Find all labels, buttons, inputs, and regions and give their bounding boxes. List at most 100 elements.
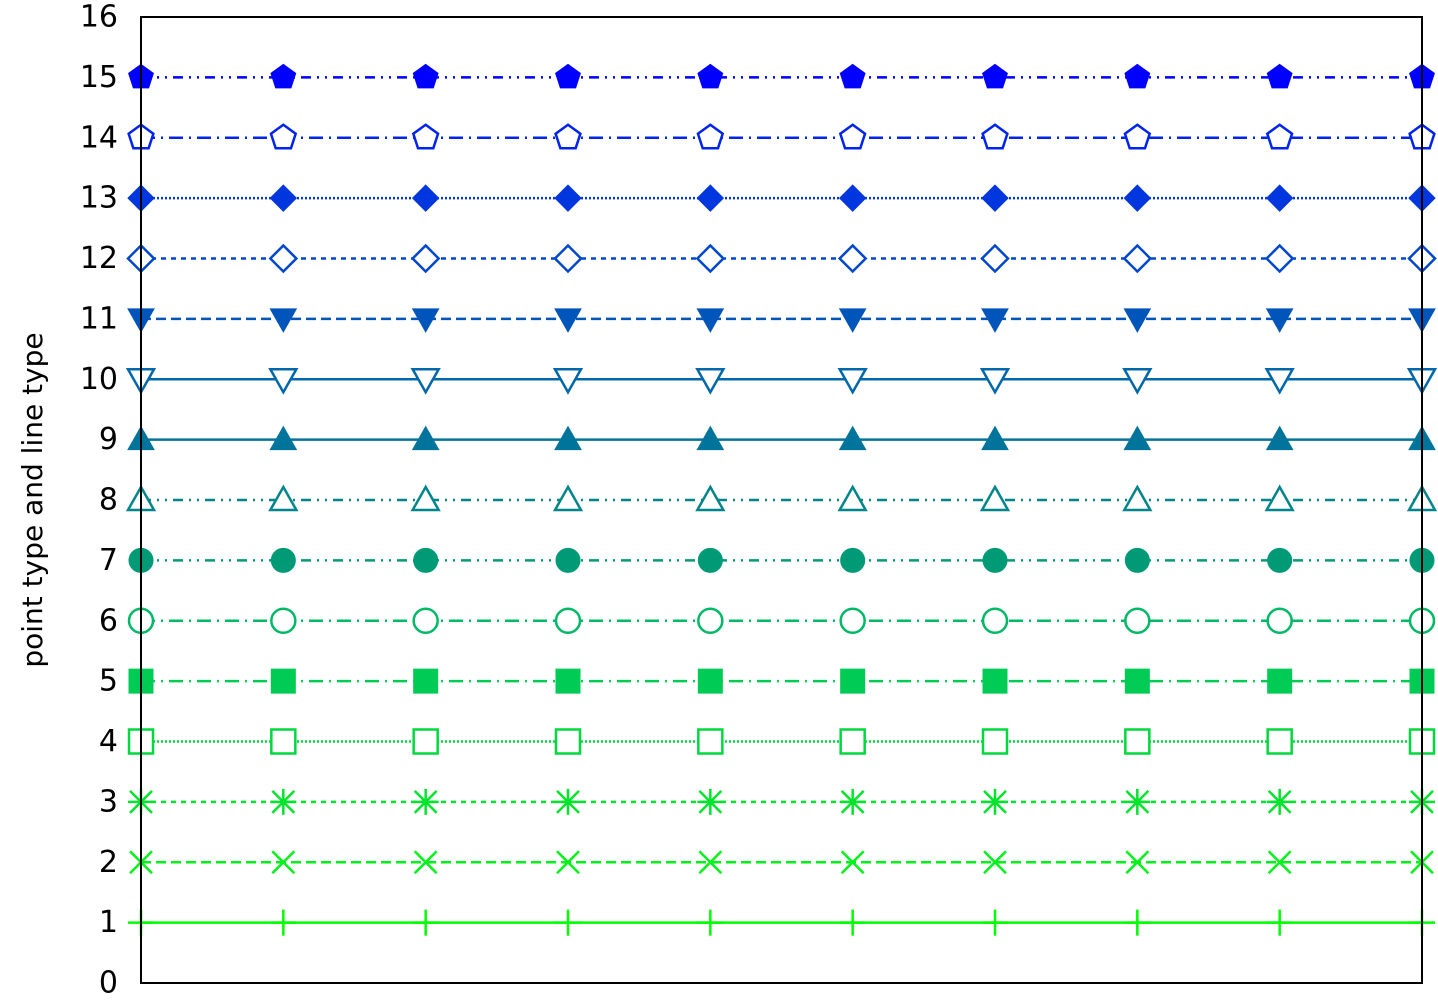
- data-point: [1125, 850, 1150, 875]
- data-point: [410, 484, 441, 512]
- y-tick-label: 4: [99, 724, 118, 759]
- data-point: [555, 909, 581, 936]
- data-point: [554, 425, 582, 451]
- data-point: [838, 308, 867, 333]
- data-point: [697, 547, 723, 573]
- data-point: [413, 850, 438, 875]
- data-point: [1266, 607, 1293, 634]
- data-point: [981, 607, 1009, 634]
- data-point: [982, 788, 1008, 815]
- data-point: [1124, 63, 1151, 89]
- data-point: [695, 368, 726, 395]
- data-point: [837, 368, 868, 395]
- data-point: [695, 484, 726, 512]
- data-point: [268, 368, 299, 395]
- data-point: [1264, 368, 1295, 395]
- series-13: [127, 184, 1436, 212]
- data-point: [979, 484, 1011, 512]
- data-point: [981, 184, 1009, 212]
- data-point: [270, 788, 297, 815]
- y-tick-label: 14: [80, 120, 118, 155]
- data-point: [270, 668, 296, 694]
- y-tick-label: 1: [99, 905, 118, 940]
- data-point: [697, 607, 724, 634]
- series-12: [126, 243, 1437, 274]
- data-point: [554, 184, 582, 212]
- data-point: [412, 63, 439, 89]
- data-point: [982, 909, 1008, 936]
- y-tick-label: 16: [80, 0, 118, 35]
- data-point: [270, 909, 297, 936]
- data-point: [697, 728, 724, 755]
- data-point: [696, 308, 725, 333]
- data-point: [839, 63, 866, 89]
- y-tick-label: 13: [80, 181, 118, 216]
- series-15: [128, 63, 1435, 89]
- data-point: [410, 368, 441, 395]
- data-point: [553, 243, 583, 274]
- data-point: [269, 425, 298, 451]
- data-point: [697, 63, 724, 89]
- data-point: [839, 909, 866, 936]
- data-point: [981, 728, 1009, 755]
- data-point: [413, 547, 439, 573]
- data-point: [1265, 123, 1294, 150]
- series-4: [127, 728, 1436, 755]
- data-point: [270, 728, 297, 755]
- data-point: [1265, 184, 1294, 212]
- data-point: [1267, 668, 1293, 694]
- data-point: [411, 123, 440, 150]
- data-point: [838, 425, 867, 451]
- data-point: [1267, 547, 1293, 573]
- y-tick-label: 0: [99, 966, 118, 1001]
- data-point: [1124, 668, 1150, 694]
- data-point: [1124, 728, 1151, 755]
- data-point: [412, 728, 439, 755]
- data-point: [696, 123, 725, 150]
- data-point: [554, 308, 582, 333]
- data-point: [981, 123, 1009, 150]
- series-9: [127, 425, 1436, 451]
- data-point: [1265, 308, 1294, 333]
- data-point: [837, 484, 868, 512]
- data-point: [411, 184, 440, 212]
- data-point: [1122, 368, 1153, 395]
- data-point: [552, 484, 584, 512]
- series-5: [128, 668, 1435, 694]
- data-point: [839, 728, 866, 755]
- data-point: [838, 123, 867, 150]
- y-tick-label: 11: [80, 301, 118, 336]
- series-14: [127, 123, 1436, 150]
- y-tick-label: 12: [80, 241, 118, 276]
- data-point: [554, 123, 582, 150]
- data-point: [697, 668, 723, 694]
- data-point: [840, 668, 866, 694]
- data-point: [1123, 184, 1152, 212]
- data-point: [555, 63, 581, 89]
- data-point: [270, 607, 297, 634]
- data-point: [555, 788, 581, 815]
- data-point: [1124, 909, 1151, 936]
- series-1: [128, 909, 1435, 936]
- data-point: [980, 243, 1010, 274]
- data-point: [839, 788, 866, 815]
- data-point: [981, 425, 1009, 451]
- data-point: [696, 425, 725, 451]
- data-point: [270, 63, 297, 89]
- data-point: [269, 308, 298, 333]
- data-point: [270, 547, 296, 573]
- series-8: [125, 484, 1438, 512]
- data-point: [1122, 243, 1153, 274]
- data-point: [413, 668, 439, 694]
- data-point: [1264, 243, 1295, 274]
- data-point: [412, 909, 439, 936]
- data-point: [1124, 547, 1150, 573]
- series-7: [128, 547, 1435, 573]
- series-layer: [125, 63, 1438, 936]
- data-point: [981, 308, 1009, 333]
- y-tick-label: 8: [99, 483, 118, 518]
- data-point: [1124, 788, 1151, 815]
- data-point: [412, 607, 439, 634]
- data-point: [411, 425, 440, 451]
